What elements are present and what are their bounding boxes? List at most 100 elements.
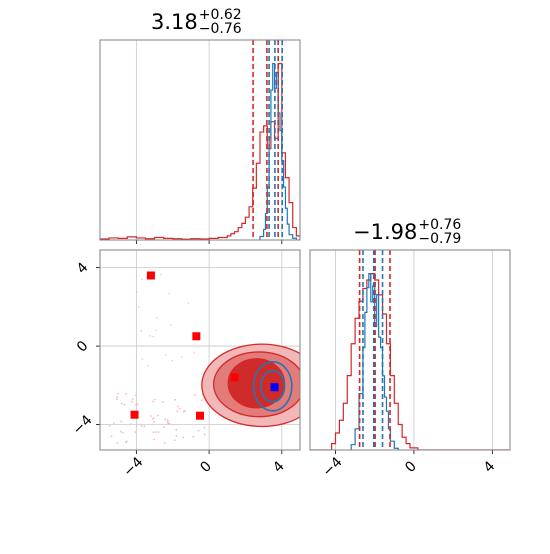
- bl-sample-point: [174, 398, 177, 401]
- bl-sample-point: [161, 400, 164, 403]
- bl-sample-point: [167, 422, 169, 425]
- bl-sample-point: [168, 292, 170, 295]
- bl-sample-point: [166, 420, 169, 423]
- bl-sample-point: [158, 431, 160, 434]
- bl-sample-point: [119, 430, 122, 433]
- bl-red-marker: [130, 410, 139, 419]
- bl-sample-point: [116, 442, 119, 444]
- bl-sample-point: [180, 356, 183, 359]
- bl-sample-point: [149, 335, 151, 337]
- bl-sample-point: [136, 403, 139, 406]
- bl-sample-point: [125, 392, 128, 395]
- bl-sample-point: [131, 400, 133, 403]
- bl-sample-point: [168, 422, 171, 425]
- bl-sample-point: [141, 358, 144, 360]
- bl-sample-point: [152, 417, 154, 420]
- bl-red-marker: [146, 271, 155, 280]
- bl-sample-point: [164, 418, 167, 421]
- bl-sample-point: [163, 441, 166, 444]
- bl-sample-point: [187, 302, 190, 304]
- bl-sample-point: [129, 423, 132, 425]
- bl-sample-point: [137, 306, 140, 308]
- bl-sample-point: [192, 435, 195, 438]
- br-x-tick-label: 0: [402, 458, 420, 476]
- bl-red-marker: [196, 411, 204, 420]
- title-upper-error: +0.76: [418, 217, 462, 233]
- histogram-title-top-left: 3.18 +0.62 −0.76: [151, 8, 242, 36]
- bl-sample-point: [147, 364, 150, 367]
- bl-sample-point: [193, 351, 195, 354]
- bl-sample-point: [141, 278, 143, 281]
- bl-sample-point: [182, 410, 185, 413]
- bl-sample-point: [116, 398, 118, 401]
- histogram-panel-bottom-right: −4 0 4: [309, 249, 511, 480]
- br-x-tick-label: −4: [320, 454, 346, 480]
- bl-sample-point: [121, 431, 124, 434]
- scatter-panel-bottom-left: −4 0 4 −4 0 4: [70, 249, 301, 480]
- bl-sample-point: [173, 439, 176, 442]
- bl-sample-point: [123, 403, 126, 406]
- bl-blue-contour-1: [260, 369, 286, 403]
- histogram-panel-top-left: [99, 39, 301, 244]
- br-x-tick-label: 4: [481, 458, 499, 476]
- bl-sample-point: [112, 422, 115, 425]
- bl-x-tick-label: 0: [197, 458, 215, 476]
- bl-sample-point: [120, 402, 123, 405]
- bl-sample-point: [134, 394, 137, 397]
- bl-sample-point: [150, 415, 152, 417]
- bl-red-marker: [192, 332, 201, 341]
- bl-sample-point: [136, 290, 138, 293]
- bl-sample-point: [155, 329, 157, 332]
- bl-y-tick-label: −4: [70, 412, 96, 438]
- title-value: −1.98: [353, 220, 418, 244]
- bl-sample-point: [160, 273, 162, 276]
- bl-sample-point: [117, 392, 119, 395]
- bl-sample-point: [140, 424, 143, 427]
- bl-blue-contour-0: [252, 360, 293, 412]
- bl-sample-point: [200, 399, 203, 402]
- bl-sample-point: [203, 433, 206, 436]
- bl-sample-point: [203, 426, 206, 429]
- bl-sample-point: [152, 431, 155, 434]
- bl-sample-point: [120, 420, 123, 423]
- bl-sample-point: [171, 359, 174, 362]
- br-series-0-step: [310, 273, 510, 450]
- bl-blue-marker: [270, 383, 279, 392]
- bl-sample-point: [116, 395, 118, 398]
- bl-sample-point: [135, 404, 138, 406]
- tl-frame: [99, 39, 301, 241]
- bl-frame: [99, 249, 301, 451]
- bl-sample-point: [157, 414, 160, 417]
- title-lower-error: −0.76: [198, 21, 242, 37]
- bl-x-tick-label: −4: [121, 454, 147, 480]
- title-value: 3.18: [151, 10, 198, 34]
- bl-sample-point: [152, 400, 154, 403]
- bl-red-marker: [230, 373, 239, 382]
- bl-sample-point: [162, 426, 165, 429]
- bl-sample-point: [170, 324, 172, 326]
- bl-sample-point: [132, 398, 134, 400]
- bl-sample-point: [153, 438, 156, 441]
- bl-sample-point: [143, 425, 146, 428]
- bl-sample-point: [182, 436, 185, 439]
- bl-sample-point: [153, 420, 156, 423]
- br-frame: [309, 249, 511, 451]
- bl-sample-point: [175, 435, 178, 437]
- title-lower-error: −0.79: [418, 231, 462, 247]
- bl-y-tick-label: 0: [74, 338, 92, 356]
- histogram-title-bottom-right: −1.98 +0.76 −0.79: [353, 218, 461, 246]
- bl-sample-point: [178, 407, 181, 410]
- bl-x-tick-label: 4: [270, 458, 288, 476]
- tl-series-1-step: [259, 63, 297, 240]
- tl-series-0-step: [100, 63, 300, 240]
- bl-sample-point: [110, 435, 113, 438]
- bl-sample-point: [175, 428, 178, 431]
- bl-sample-point: [108, 424, 111, 427]
- bl-sample-point: [155, 317, 158, 319]
- bl-sample-point: [152, 335, 154, 338]
- bl-sample-point: [197, 429, 200, 432]
- bl-sample-point: [134, 431, 137, 433]
- bl-plot-area: [108, 271, 300, 444]
